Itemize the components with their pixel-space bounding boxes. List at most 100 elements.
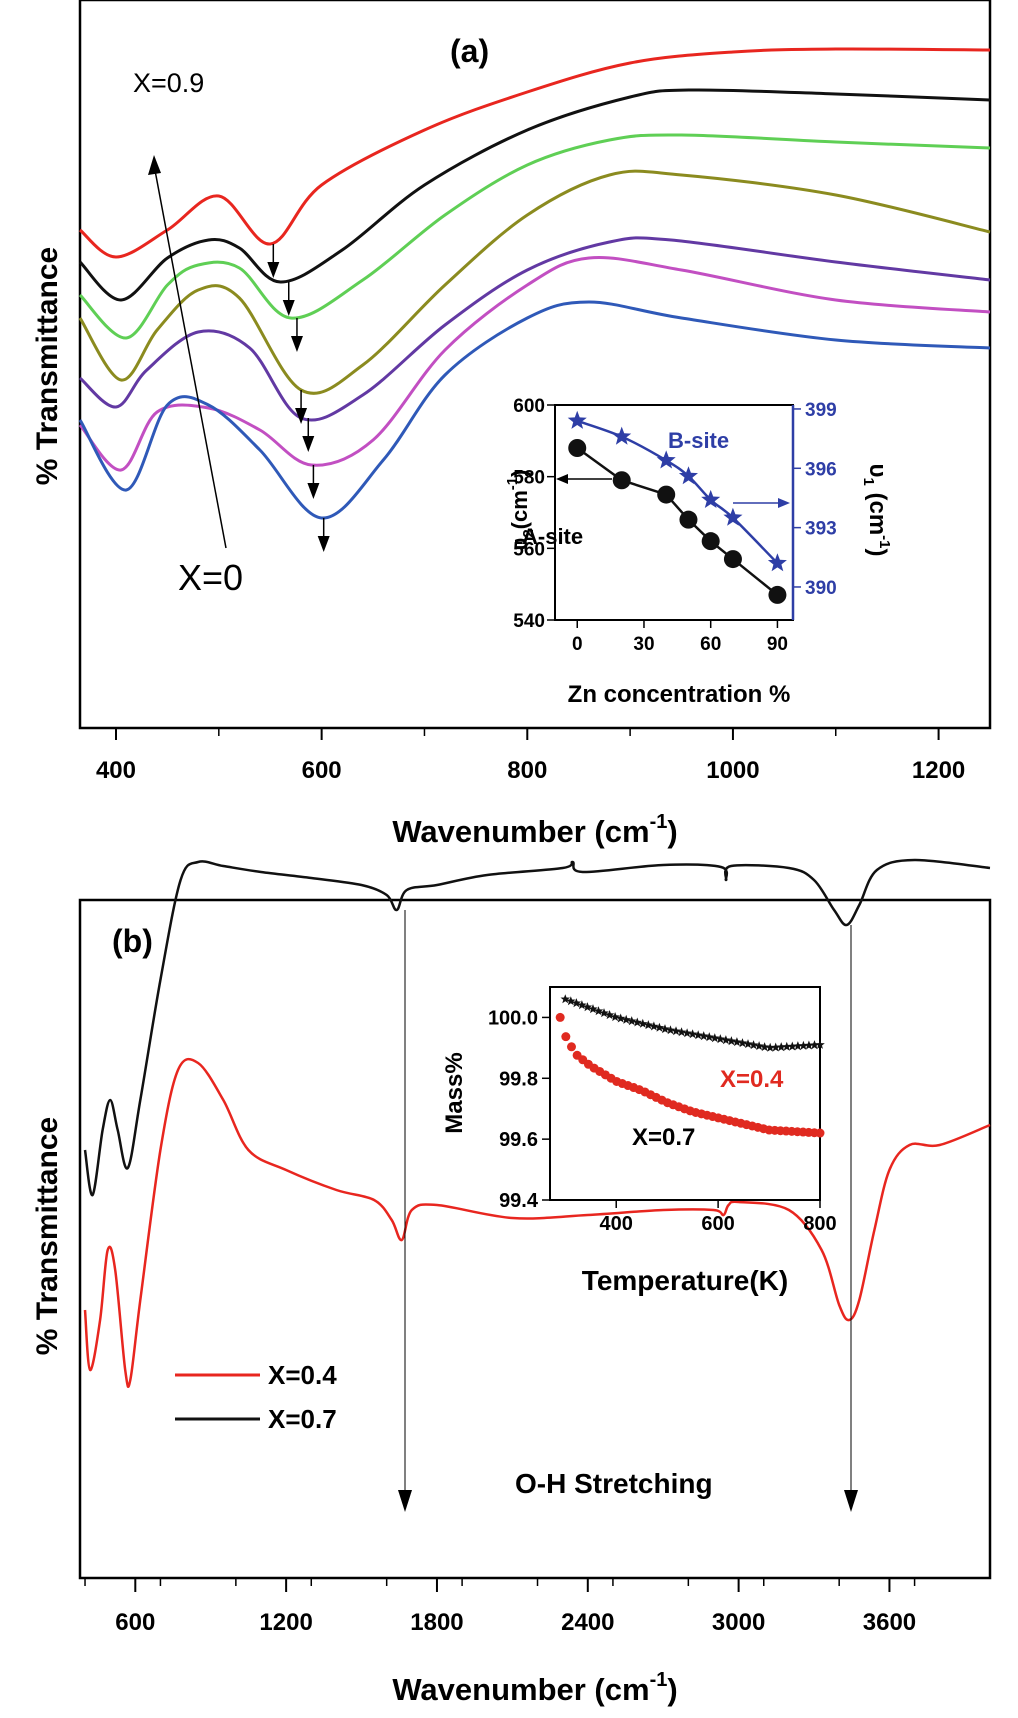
panel-a: 400 600 800 1000 1200 (a) X=0.9 X=0 % Transm…	[31, 0, 992, 849]
inset-point-x07-29	[721, 1035, 731, 1045]
inset-point-x07-44	[804, 1040, 814, 1050]
inset-point-x07-35	[754, 1041, 764, 1051]
panel-b-label: (b)	[112, 923, 153, 959]
a-site-point-0	[568, 439, 587, 457]
panel-b-frame	[78, 898, 992, 1580]
inset-a-right-tick-label-390: 390	[805, 578, 837, 599]
inset-point-x07-34	[748, 1040, 759, 1050]
inset-point-x07-18	[660, 1024, 670, 1034]
inset-point-x07-11	[621, 1014, 631, 1024]
inset-a-x-axis-label: Zn concentration %	[568, 681, 791, 708]
spectrum-curve-x04	[83, 1057, 991, 1389]
x-tick-label-1200: 1200	[912, 757, 965, 784]
annotation-x-top: X=0.9	[133, 68, 204, 98]
inset-point-x04-0	[555, 1012, 565, 1022]
inset-b-x-tick-label-400: 400	[600, 1213, 633, 1235]
inset-point-x07-45	[809, 1040, 820, 1050]
spectrum-curve-3	[78, 169, 991, 395]
inset-a-x-tick-label-60: 60	[700, 634, 721, 655]
b-site-label: B-site	[668, 428, 729, 453]
inset-a-right-tick-label-393: 393	[805, 519, 837, 540]
x-tick-label-3000: 3000	[712, 1609, 765, 1636]
inset-b-y-tick-label-99.6: 99.6	[499, 1129, 538, 1151]
panel-a-x-axis-label: Wavenumber (cm-1)	[392, 811, 677, 849]
b-site-point-4	[701, 489, 721, 508]
inset-b-frame	[549, 986, 821, 1201]
inset-point-x07-26	[704, 1032, 714, 1042]
inset-point-x07-20	[671, 1026, 681, 1036]
panel-a-x-ticks: 400 600 800 1000 1200	[96, 728, 965, 784]
panel-b-y-axis-label: % Transmittance	[31, 1117, 64, 1355]
inset-a-right-tick-label-396: 396	[805, 459, 837, 480]
inset-point-x07-1	[566, 996, 576, 1006]
inset-point-x07-13	[632, 1017, 642, 1027]
x-tick-label-1200: 1200	[259, 1609, 312, 1636]
legend-label-x07: X=0.7	[268, 1404, 337, 1434]
inset-b-y-tick-label-99.8: 99.8	[499, 1068, 538, 1090]
x-tick-label-400: 400	[96, 757, 136, 784]
inset-b-x-tick-label-800: 800	[803, 1213, 836, 1235]
inset-label-x04: X=0.4	[720, 1066, 784, 1093]
a-site-point-5	[723, 550, 742, 569]
b-site-point-5	[723, 507, 743, 526]
x-tick-label-2400: 2400	[561, 1609, 614, 1636]
inset-point-x07-23	[687, 1029, 698, 1039]
inset-point-x07-7	[599, 1008, 609, 1018]
inset-point-x07-25	[699, 1031, 709, 1041]
a-site-point-1	[612, 471, 631, 490]
legend-label-x04: X=0.4	[268, 1360, 337, 1390]
inset-point-x07-40	[782, 1041, 792, 1051]
inset-label-x07: X=0.7	[632, 1124, 695, 1151]
oh-arrow-1	[398, 910, 412, 1512]
inset-point-x07-27	[710, 1033, 720, 1043]
x-tick-label-1800: 1800	[410, 1609, 463, 1636]
x-tick-label-3600: 3600	[863, 1609, 916, 1636]
inset-a-ticks: 0 30 60 90 540 560 580 600 390 393 396 399	[513, 396, 836, 655]
inset-b-x-axis-label: Temperature(K)	[582, 1265, 788, 1296]
inset-b-y-tick-label-99.4: 99.4	[499, 1190, 539, 1212]
trend-arrow	[148, 155, 227, 549]
inset-a-series	[567, 410, 787, 604]
panel-b-x-axis-label: Wavenumber (cm-1)	[392, 1669, 677, 1707]
inset-point-x07-4	[582, 1002, 593, 1012]
b-site-point-3	[678, 466, 698, 485]
inset-point-x07-19	[665, 1025, 676, 1035]
inset-a-x-tick-label-90: 90	[767, 634, 788, 655]
a-site-point-2	[657, 485, 676, 504]
inset-point-x07-21	[676, 1027, 687, 1037]
inset-a-left-axis-label: υ2(cm-1)	[504, 470, 537, 551]
inset-point-x07-36	[759, 1042, 770, 1052]
inset-point-x07-16	[649, 1021, 659, 1031]
b-site-point-1	[612, 426, 632, 445]
inset-point-x07-38	[770, 1042, 781, 1052]
inset-point-x07-6	[593, 1006, 604, 1016]
panel-b: 600 1200 1800 2400 3000 3600 (b) O-H Stretchi…	[31, 858, 992, 1707]
panel-a-curves	[78, 47, 991, 520]
a-site-label: A-site	[522, 524, 583, 549]
spectrum-curve-6	[78, 300, 991, 520]
inset-point-x07-43	[798, 1040, 809, 1050]
peak-arrow-head-4	[302, 436, 315, 452]
x-tick-label-800: 800	[507, 757, 547, 784]
inset-point-x07-9	[610, 1012, 620, 1022]
inset-point-x07-28	[715, 1034, 726, 1044]
peak-arrow-head-5	[307, 483, 320, 499]
inset-a-left-tick-label-560: 560	[513, 539, 545, 560]
inset-point-x04-2	[566, 1042, 576, 1052]
inset-point-x07-39	[776, 1042, 786, 1052]
inset-point-x07-0	[560, 994, 570, 1004]
inset-a-right-tick-label-399: 399	[805, 400, 837, 421]
inset-point-x07-2	[571, 998, 582, 1008]
spectrum-curve-x07	[83, 858, 991, 1197]
peak-shift-arrows	[267, 244, 330, 552]
inset-point-x07-15	[643, 1020, 654, 1030]
a-site-arrow	[556, 474, 612, 484]
inset-b-x-tick-label-600: 600	[701, 1213, 734, 1235]
x-tick-label-1000: 1000	[706, 757, 759, 784]
inset-a-x-tick-label-30: 30	[633, 634, 654, 655]
panel-a-frame	[78, 0, 992, 730]
inset-b-y-axis-label: Mass%	[441, 1052, 468, 1133]
inset-point-x07-14	[638, 1018, 648, 1028]
panel-b-x-ticks: 600 1200 1800 2400 3000 3600	[84, 1578, 916, 1636]
